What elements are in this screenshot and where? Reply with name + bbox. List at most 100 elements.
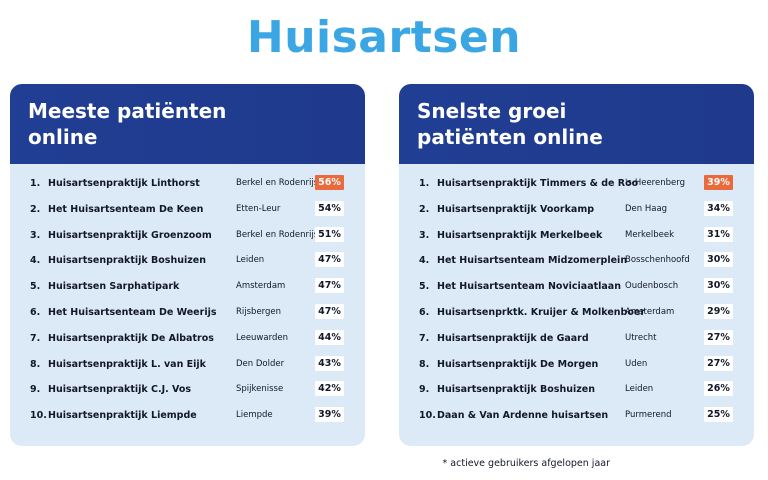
list-item: 3. Huisartsenpraktijk Groenzoom Berkel en … [10,224,365,250]
city-name: Leiden [625,384,654,395]
practice-name: Huisartsenpraktijk Liempde [48,410,197,422]
city-name: Spijkenisse [236,384,284,395]
list-item: 4. Het Huisartsenteam Midzomerplein Bossch… [399,249,754,275]
percentage-badge: 44% [315,329,344,345]
city-name: Amsterdam [625,306,675,317]
rank-number: 3. [30,229,41,241]
practice-name: Huisartsenpraktijk de Gaard [437,332,589,344]
panel-header: Snelste groei patiënten online [399,84,754,164]
city-name: Liempde [236,410,273,421]
practice-name: Het Huisartsenteam De Keen [48,203,204,215]
city-name: Den Haag [625,203,668,214]
list-item: 8. Huisartsenpraktijk L. van Eijk Den Dold… [10,353,365,379]
percentage-badge: 39% [315,407,344,423]
rank-number: 3. [419,229,430,241]
list-item: 2. Het Huisartsenteam De Keen Etten-Leur 54… [10,198,365,224]
list-item: 6. Het Huisartsenteam De Weerijs Rijsberge… [10,301,365,327]
panel-title-line-1: Meeste patiënten [28,99,227,123]
ranking-list: 1. Huisartsenpraktijk Timmers & de Roo's-… [399,172,754,430]
city-name: Uden [625,358,648,369]
city-name: Berkel en Rodenrijs [236,229,319,240]
rank-number: 2. [419,203,430,215]
panel-fastest-growth: Snelste groei patiënten online 1. Huisart… [399,84,754,446]
list-item: 10. Huisartsenpraktijk Liempde Liempde 39% [10,404,365,430]
panel-most-patients-online: Meeste patiënten online 1. Huisartsenprak… [10,84,365,446]
rank-number: 1. [419,178,430,189]
city-name: Bosschenhoofd [625,255,690,266]
rank-number: 8. [419,358,430,370]
practice-name: Huisartsenprktk. Kruijer & Molkenboer [437,306,646,318]
percentage-badge: 56% [315,175,344,190]
practice-name: Huisartsenpraktijk Boshuizen [437,384,595,396]
percentage-badge: 27% [704,329,733,345]
city-name: Rijsbergen [236,306,282,317]
percentage-badge: 29% [704,303,733,319]
percentage-badge: 31% [704,226,733,242]
city-name: Leeuwarden [236,332,288,343]
practice-name: Het Huisartsenteam De Weerijs [48,306,217,318]
city-name: Oudenbosch [625,281,679,292]
rank-number: 10. [30,410,47,422]
ranking-list: 1. Huisartsenpraktijk Linthorst Berkel en … [10,172,365,430]
panel-title-line-2: patiënten online [417,125,603,149]
rank-number: 5. [30,281,41,293]
city-name: Purmerend [625,410,672,421]
list-item: 1. Huisartsenpraktijk Timmers & de Roo's-… [399,172,754,198]
city-name: Den Dolder [236,358,285,369]
list-item: 6. Huisartsenprktk. Kruijer & Molkenboer A… [399,301,754,327]
percentage-badge: 47% [315,278,344,294]
city-name: Etten-Leur [236,203,281,214]
percentage-badge: 39% [704,175,733,190]
list-item: 9. Huisartsenpraktijk Boshuizen Leiden 26% [399,378,754,404]
list-item: 5. Huisartsen Sarphatipark Amsterdam 47% [10,275,365,301]
percentage-badge: 47% [315,252,344,268]
percentage-badge: 26% [704,381,733,397]
city-name: Leiden [236,255,265,266]
practice-name: Huisartsenpraktijk Linthorst [48,178,200,189]
practice-name: Huisartsenpraktijk Merkelbeek [437,229,603,241]
rank-number: 2. [30,203,41,215]
percentage-badge: 54% [315,200,344,216]
rank-number: 4. [30,255,41,267]
page-title: Huisartsen [246,12,522,63]
list-item: 7. Huisartsenpraktijk De Albatros Leeuward… [10,327,365,353]
practice-name: Het Huisartsenteam Noviciaatlaan [437,281,621,293]
rank-number: 10. [419,410,436,422]
practice-name: Huisartsenpraktijk Timmers & de Roo [437,178,639,189]
percentage-badge: 30% [704,278,733,294]
city-name: 's-Heerenberg [625,178,685,188]
panel-title-line-2: online [28,125,98,149]
rank-number: 9. [30,384,41,396]
rank-number: 7. [419,332,430,344]
list-item: 8. Huisartsenpraktijk De Morgen Uden 27% [399,353,754,379]
rank-number: 9. [419,384,430,396]
rank-number: 6. [419,306,430,318]
list-item: 7. Huisartsenpraktijk de Gaard Utrecht 27% [399,327,754,353]
percentage-badge: 43% [315,355,344,371]
practice-name: Huisartsenpraktijk C.J. Vos [48,384,192,396]
percentage-badge: 27% [704,355,733,371]
practice-name: Het Huisartsenteam Midzomerplein [437,255,628,267]
city-name: Amsterdam [236,281,286,292]
rank-number: 4. [419,255,430,267]
percentage-badge: 42% [315,381,344,397]
panel-header: Meeste patiënten online [10,84,365,164]
practice-name: Huisartsen Sarphatipark [48,281,180,293]
list-item: 3. Huisartsenpraktijk Merkelbeek Merkelbee… [399,224,754,250]
percentage-badge: 51% [315,226,344,242]
rank-number: 7. [30,332,41,344]
rank-number: 5. [419,281,430,293]
list-item: 2. Huisartsenpraktijk Voorkamp Den Haag 34% [399,198,754,224]
practice-name: Huisartsenpraktijk De Morgen [437,358,599,370]
practice-name: Huisartsenpraktijk Boshuizen [48,255,206,267]
list-item: 4. Huisartsenpraktijk Boshuizen Leiden 47% [10,249,365,275]
rank-number: 8. [30,358,41,370]
list-item: 1. Huisartsenpraktijk Linthorst Berkel en … [10,172,365,198]
practice-name: Huisartsenpraktijk L. van Eijk [48,358,206,370]
percentage-badge: 34% [704,200,733,216]
practice-name: Daan & Van Ardenne huisartsen [437,410,609,422]
practice-name: Huisartsenpraktijk Voorkamp [437,203,595,215]
percentage-badge: 30% [704,252,733,268]
percentage-badge: 25% [704,407,733,423]
